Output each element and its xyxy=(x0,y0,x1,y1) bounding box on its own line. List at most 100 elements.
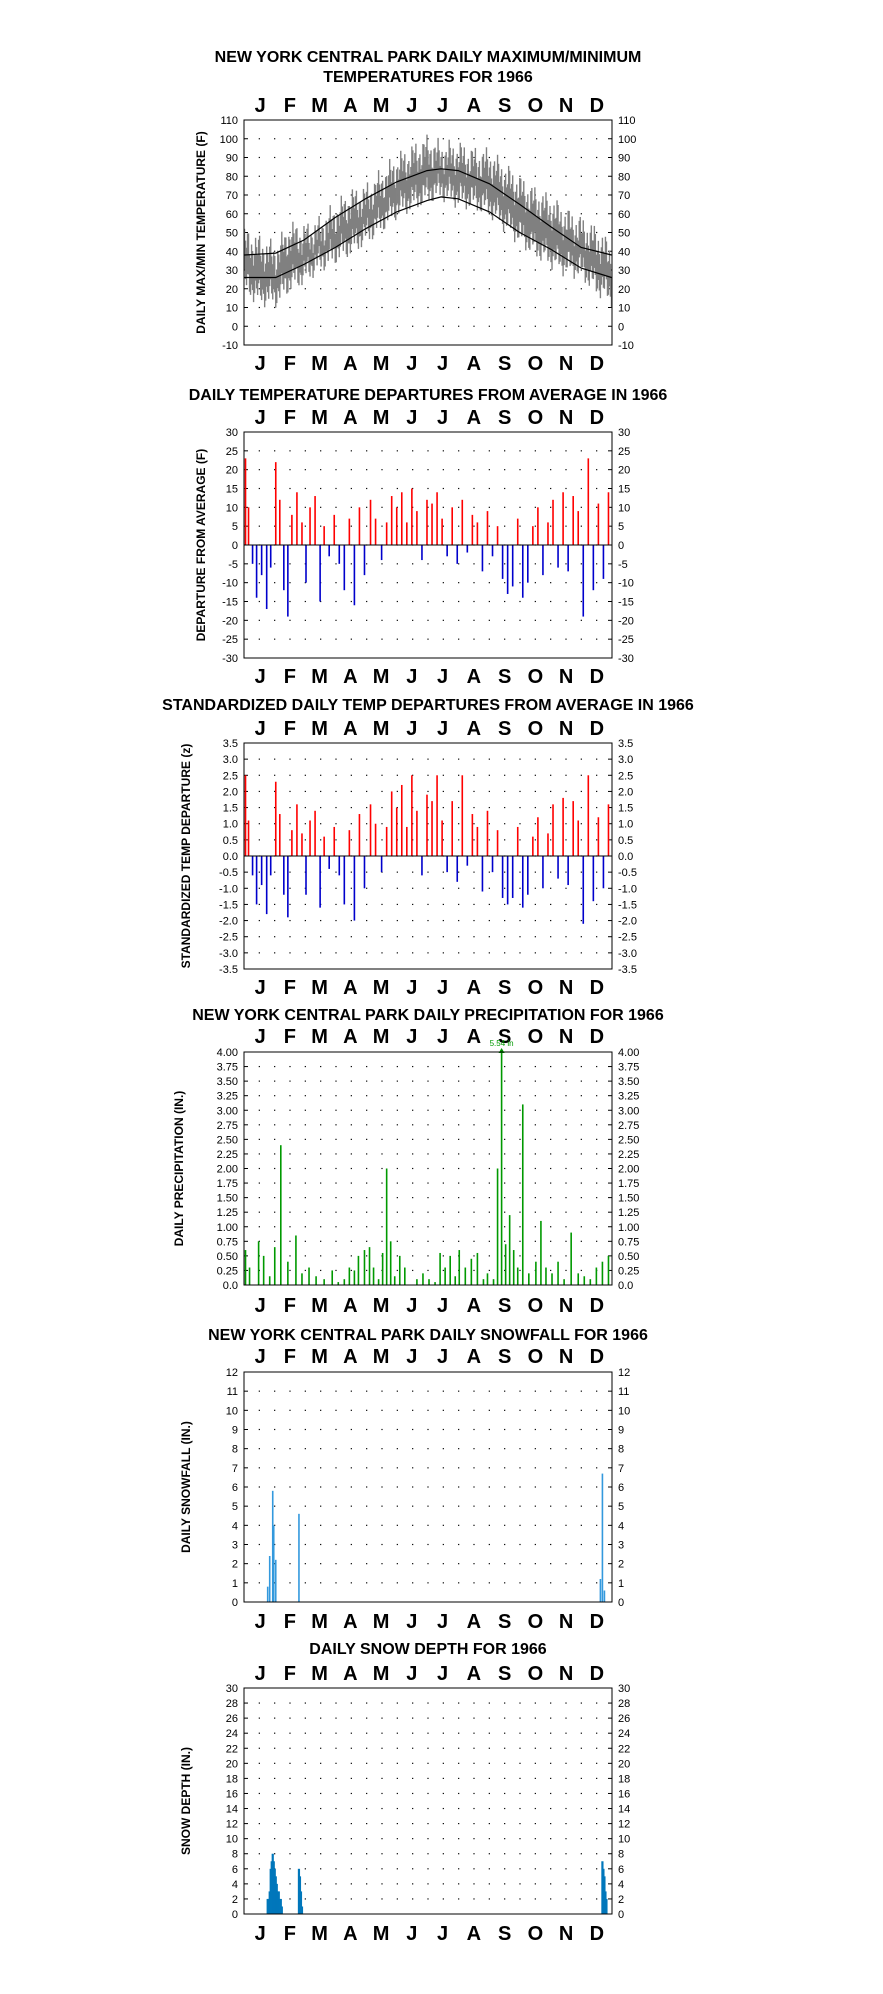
month-label-top: J xyxy=(437,1663,448,1685)
grid-dot xyxy=(534,1124,536,1126)
grid-dot xyxy=(381,288,383,290)
data-marks xyxy=(266,1473,606,1602)
grid-dot xyxy=(550,1226,552,1228)
grid-dot xyxy=(335,1777,337,1779)
grid-dot xyxy=(427,138,429,140)
data-bar xyxy=(500,1052,503,1285)
grid-dot xyxy=(488,156,490,159)
grid-dot xyxy=(335,1211,337,1213)
data-bar xyxy=(521,1104,524,1285)
grid-dot xyxy=(320,1524,322,1526)
ytick-label-left: 100 xyxy=(220,134,238,146)
grid-dot xyxy=(565,1543,567,1546)
grid-dot xyxy=(396,1563,398,1565)
grid-dot xyxy=(488,1563,490,1565)
data-bar xyxy=(482,1279,485,1285)
grid-dot xyxy=(488,952,490,954)
y-axis-label: DAILY SNOWFALL (IN.) xyxy=(179,1421,193,1553)
grid-dot xyxy=(550,774,552,776)
grid-dot xyxy=(473,1838,475,1840)
grid-dot xyxy=(304,1197,306,1199)
grid-dot xyxy=(596,1543,598,1546)
grid-dot xyxy=(304,1226,306,1228)
grid-dot xyxy=(488,823,490,825)
data-bar xyxy=(274,462,277,545)
data-bar xyxy=(540,1220,542,1285)
grid-dot xyxy=(320,619,322,621)
chart-panel-departures: DAILY TEMPERATURE DEPARTURES FROM AVERAG… xyxy=(189,387,668,688)
grid-dot xyxy=(488,1747,490,1749)
grid-dot xyxy=(274,638,276,640)
grid-dot xyxy=(289,1197,291,1199)
grid-dot xyxy=(565,1226,567,1228)
grid-dot xyxy=(442,582,444,584)
grid-dot xyxy=(458,1124,460,1126)
grid-dot xyxy=(488,213,490,215)
data-bar xyxy=(358,507,361,545)
grid-dot xyxy=(488,903,490,906)
grid-dot xyxy=(335,563,337,565)
grid-dot xyxy=(565,1823,567,1825)
grid-dot xyxy=(550,600,552,603)
grid-dot xyxy=(396,1240,398,1242)
grid-dot xyxy=(381,563,383,565)
grid-dot xyxy=(412,288,414,290)
grid-dot xyxy=(274,1467,276,1469)
grid-dot xyxy=(580,525,582,527)
data-bar xyxy=(439,1252,441,1285)
grid-dot xyxy=(473,1226,475,1228)
grid-dot xyxy=(320,175,322,177)
data-bar xyxy=(411,488,413,545)
ytick-label-left: -3.5 xyxy=(219,964,238,976)
ytick-label-left: 70 xyxy=(226,190,238,202)
data-bar xyxy=(597,503,600,545)
grid-dot xyxy=(320,325,322,327)
grid-dot xyxy=(442,1838,444,1840)
grid-dot xyxy=(350,1467,352,1469)
grid-dot xyxy=(258,1095,260,1097)
data-bar xyxy=(461,775,464,856)
ytick-label-left: 4.00 xyxy=(217,1047,238,1059)
grid-dot xyxy=(289,563,291,565)
grid-dot xyxy=(504,1807,506,1810)
data-bar xyxy=(603,1590,606,1602)
grid-dot xyxy=(381,1080,383,1082)
grid-dot xyxy=(458,1563,460,1565)
grid-dot xyxy=(550,1762,552,1764)
grid-dot xyxy=(350,1211,352,1213)
grid-dot xyxy=(350,1868,352,1870)
grid-dot xyxy=(289,1124,291,1126)
grid-dot xyxy=(519,1409,521,1411)
grid-dot xyxy=(396,919,398,922)
grid-dot xyxy=(427,1732,429,1734)
month-label-top: A xyxy=(467,95,481,117)
grid-dot xyxy=(504,156,506,159)
month-label-bottom: F xyxy=(284,353,296,375)
data-bar xyxy=(363,856,366,889)
grid-dot xyxy=(596,790,598,793)
grid-dot xyxy=(534,1524,536,1526)
ytick-label-right: 100 xyxy=(618,134,636,146)
grid-dot xyxy=(335,1792,337,1795)
ytick-label-right: -25 xyxy=(618,634,634,646)
grid-dot xyxy=(534,919,536,922)
grid-dot xyxy=(258,1467,260,1469)
ytick-label-right: 50 xyxy=(618,228,630,240)
grid-dot xyxy=(519,1838,521,1840)
grid-dot xyxy=(534,1883,536,1885)
grid-dot xyxy=(304,1182,306,1184)
grid-dot xyxy=(366,638,368,640)
grid-dot xyxy=(473,1505,475,1507)
grid-dot xyxy=(381,1823,383,1825)
grid-dot xyxy=(396,1853,398,1855)
data-bar xyxy=(323,836,325,856)
grid-dot xyxy=(596,1702,598,1704)
grid-dot xyxy=(366,1838,368,1840)
grid-dot xyxy=(442,156,444,159)
data-bar xyxy=(274,781,277,856)
grid-dot xyxy=(565,1182,567,1184)
grid-dot xyxy=(534,600,536,603)
ytick-label-right: 2.25 xyxy=(618,1149,639,1161)
month-label-top: N xyxy=(559,718,573,740)
ytick-label-right: 11 xyxy=(618,1386,629,1398)
